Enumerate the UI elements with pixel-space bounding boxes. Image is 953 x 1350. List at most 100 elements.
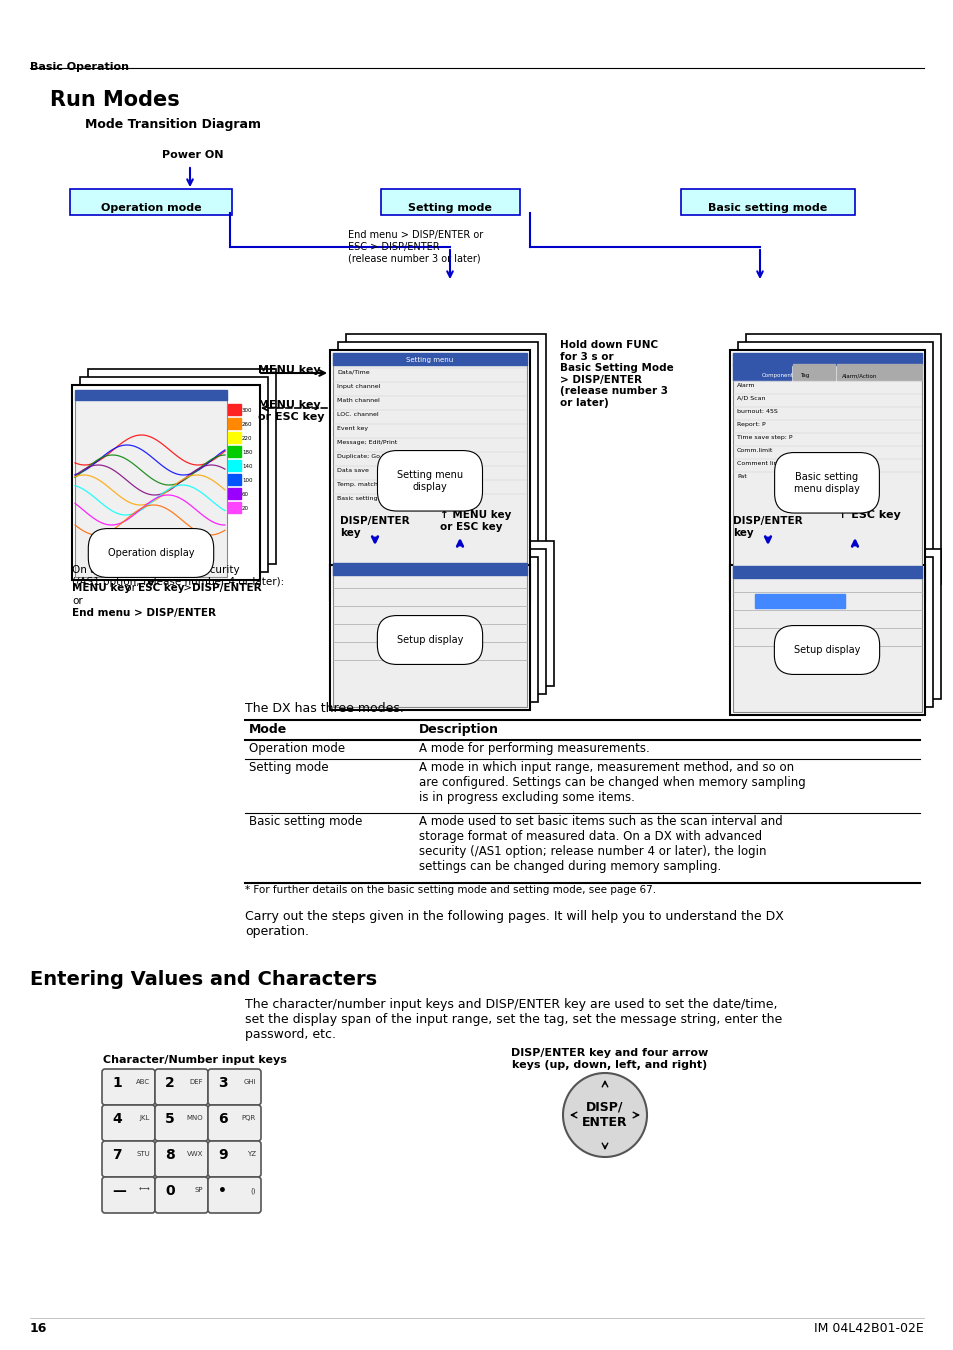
Text: Character/Number input keys: Character/Number input keys [103, 1054, 287, 1065]
Bar [836, 364, 921, 379]
Text: ←→: ←→ [138, 1187, 150, 1193]
Bar [792, 364, 834, 379]
Bar [75, 396, 227, 576]
Text: >: > [180, 583, 195, 593]
Bar [75, 390, 227, 400]
Text: Operation mode: Operation mode [249, 743, 345, 755]
Text: Comm.limit: Comm.limit [737, 448, 773, 454]
Text: LOC. channel: LOC. channel [336, 412, 378, 417]
Bar [71, 385, 260, 580]
Bar [228, 474, 241, 485]
Bar [228, 487, 241, 500]
Text: Alarm/Action: Alarm/Action [841, 373, 877, 378]
Bar [333, 568, 526, 707]
FancyBboxPatch shape [102, 1177, 154, 1214]
Text: 140: 140 [242, 464, 253, 468]
Text: A mode used to set basic items such as the scan interval and
storage format of m: A mode used to set basic items such as t… [418, 815, 781, 873]
Bar [732, 352, 921, 597]
Text: YZ: YZ [247, 1152, 255, 1157]
Text: 8: 8 [165, 1148, 174, 1162]
Text: DISP/ENTER: DISP/ENTER [192, 583, 261, 593]
Text: 3: 3 [218, 1076, 228, 1089]
Bar [729, 566, 924, 716]
Text: 1: 1 [112, 1076, 122, 1089]
Bar [228, 404, 241, 414]
Text: Setting menu: Setting menu [406, 356, 453, 363]
Bar [80, 377, 268, 572]
Bar [333, 352, 526, 365]
Text: 20: 20 [242, 506, 249, 512]
Text: A/D Scan: A/D Scan [737, 396, 764, 401]
FancyBboxPatch shape [154, 1106, 208, 1141]
Text: Setup display: Setup display [396, 634, 463, 645]
Text: (): () [251, 1187, 255, 1193]
Bar [228, 432, 241, 443]
Bar [228, 418, 241, 429]
Text: Data/Time: Data/Time [336, 370, 369, 375]
Text: Pat: Pat [737, 474, 746, 479]
Text: IM 04L42B01-02E: IM 04L42B01-02E [814, 1322, 923, 1335]
Bar [330, 566, 530, 710]
Text: burnout: 45S: burnout: 45S [737, 409, 777, 414]
Text: Temp. match/set no.: Temp. match/set no. [336, 482, 401, 487]
Text: Operation mode: Operation mode [101, 202, 201, 213]
Text: A mode in which input range, measurement method, and so on
are configured. Setti: A mode in which input range, measurement… [418, 761, 805, 805]
Text: DISP/ENTER key and four arrow
keys (up, down, left, and right): DISP/ENTER key and four arrow keys (up, … [511, 1048, 708, 1069]
FancyBboxPatch shape [102, 1069, 154, 1106]
Bar [330, 350, 530, 599]
Text: ↑ ESC key: ↑ ESC key [837, 510, 900, 520]
Bar [337, 558, 537, 702]
Text: MNO: MNO [186, 1115, 203, 1120]
FancyBboxPatch shape [380, 189, 519, 215]
Bar [228, 460, 241, 471]
Text: VWX: VWX [187, 1152, 203, 1157]
Text: 220: 220 [242, 436, 253, 441]
Text: 7: 7 [112, 1148, 121, 1162]
Bar [71, 385, 260, 580]
Bar [732, 364, 790, 379]
Text: JKL: JKL [139, 1115, 150, 1120]
Text: 5: 5 [165, 1112, 174, 1126]
Bar [738, 342, 932, 593]
Text: or: or [122, 583, 139, 593]
Text: Basic Operation: Basic Operation [30, 62, 129, 72]
FancyBboxPatch shape [680, 189, 854, 215]
Text: Setup display: Setup display [793, 645, 860, 655]
Text: PQR: PQR [241, 1115, 255, 1120]
Text: Alarm: Alarm [737, 383, 755, 387]
Text: Component: Component [761, 373, 793, 378]
FancyBboxPatch shape [154, 1177, 208, 1214]
Text: Hold down FUNC
for 3 s or
Basic Setting Mode
> DISP/ENTER
(release number 3
or l: Hold down FUNC for 3 s or Basic Setting … [559, 340, 673, 408]
Text: Duplicate; Go to time: Duplicate; Go to time [336, 454, 404, 459]
Text: SP: SP [194, 1187, 203, 1193]
Bar [729, 350, 924, 599]
Text: Data save: Data save [336, 468, 369, 472]
FancyBboxPatch shape [208, 1141, 261, 1177]
Text: GHI: GHI [243, 1079, 255, 1085]
Bar [354, 541, 554, 686]
Bar [738, 558, 932, 707]
Text: 260: 260 [242, 423, 253, 427]
Text: Report: P: Report: P [737, 423, 765, 427]
Text: Tag: Tag [800, 373, 808, 378]
FancyBboxPatch shape [208, 1069, 261, 1106]
Text: MENU key: MENU key [257, 364, 320, 375]
Text: —: — [112, 1184, 126, 1197]
Text: •: • [218, 1184, 227, 1197]
Text: DISP/ENTER
key: DISP/ENTER key [732, 516, 801, 537]
Text: or: or [71, 595, 83, 606]
FancyBboxPatch shape [208, 1177, 261, 1214]
Text: Input channel: Input channel [336, 383, 380, 389]
Bar [330, 350, 530, 599]
Text: 0: 0 [165, 1184, 174, 1197]
Text: 300: 300 [242, 408, 253, 413]
Bar [330, 566, 530, 710]
Text: ↑ MENU key
or ESC key: ↑ MENU key or ESC key [439, 510, 511, 532]
Text: DEF: DEF [190, 1079, 203, 1085]
Text: * For further details on the basic setting mode and setting mode, see page 67.: * For further details on the basic setti… [245, 886, 656, 895]
Bar [228, 446, 241, 458]
Text: 2: 2 [165, 1076, 174, 1089]
Text: Basic setting mode: Basic setting mode [249, 815, 362, 828]
Bar [732, 352, 921, 365]
Text: Operation display: Operation display [108, 548, 194, 558]
